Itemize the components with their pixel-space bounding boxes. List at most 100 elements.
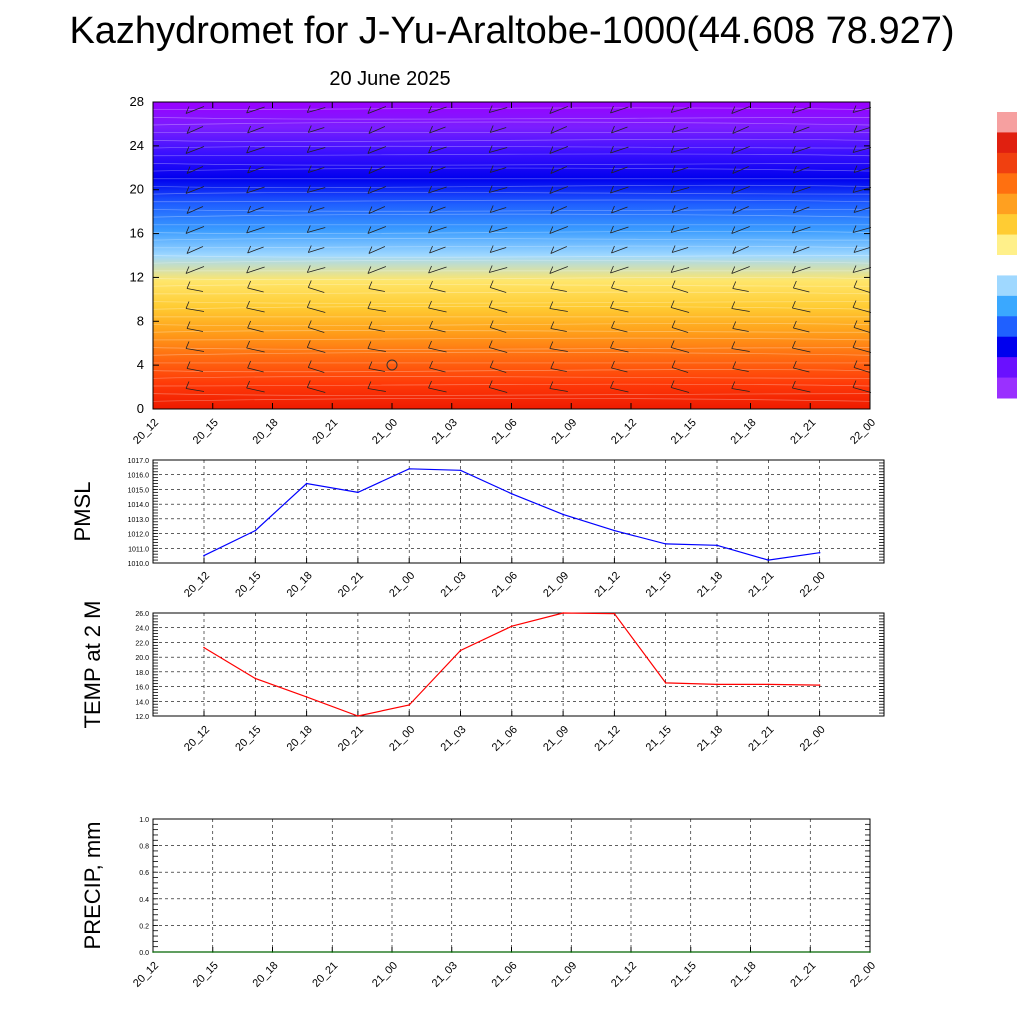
wind-barb	[489, 205, 507, 213]
pmsl-x-tick-label: 20_12	[182, 570, 212, 600]
colorbar-segment	[997, 377, 1017, 399]
wind-barb	[550, 361, 567, 372]
temp-data-point	[818, 684, 821, 686]
temp-data-point	[562, 612, 564, 614]
wind-barb	[550, 246, 567, 254]
wind-barb	[792, 165, 810, 174]
wind-barb	[549, 266, 568, 274]
temp-data-point	[203, 646, 205, 649]
wind-barb	[247, 320, 264, 333]
date-subtitle: 20 June 2025	[329, 68, 451, 90]
wind-barb	[670, 265, 690, 273]
wind-barb	[488, 225, 508, 233]
wind-barb	[428, 185, 447, 194]
pmsl-x-tick-label: 20_18	[285, 570, 315, 600]
precip-data-point	[570, 951, 573, 953]
wind-barb	[853, 320, 871, 333]
pmsl-data-point	[459, 469, 462, 472]
heatmap-x-tick-label: 21_00	[370, 417, 400, 447]
temp-x-tick-label: 20_12	[182, 724, 212, 754]
colorbar-segment	[997, 336, 1017, 358]
contour-line	[152, 209, 871, 212]
wind-barb	[549, 301, 568, 312]
contour-line	[152, 191, 871, 195]
contour-line	[152, 397, 871, 402]
wind-barb	[429, 165, 446, 174]
temp-x-tick-label: 21_09	[541, 724, 571, 754]
wind-barb	[368, 281, 385, 292]
precip-x-tick-label: 22_00	[848, 960, 878, 990]
wind-barb	[610, 145, 629, 154]
wind-barb	[852, 380, 872, 393]
contour-line	[152, 199, 871, 203]
wind-barb	[306, 185, 326, 193]
heatmap-x-tick-label: 20_21	[310, 417, 340, 447]
pmsl-data-point	[767, 559, 770, 561]
wind-barb	[792, 320, 810, 333]
wind-barb	[368, 246, 386, 254]
wind-barb	[186, 166, 204, 174]
wind-barb	[489, 125, 507, 133]
wind-barb	[792, 125, 810, 134]
wind-barb	[550, 126, 567, 134]
wind-barb	[611, 125, 628, 134]
wind-barb	[246, 300, 265, 313]
temp-y-tick-label: 20.0	[135, 655, 149, 662]
pmsl-x-tick-label: 21_12	[592, 570, 622, 600]
wind-barb	[731, 186, 750, 194]
wind-barb	[670, 185, 690, 193]
wind-barb	[306, 340, 326, 353]
wind-barb	[732, 126, 749, 134]
wind-barb	[367, 341, 386, 352]
temp-data-point	[408, 704, 411, 706]
temp-x-tick-label: 21_18	[695, 724, 725, 754]
wind-barb	[852, 340, 872, 353]
wind-barb	[247, 165, 264, 174]
wind-barb	[610, 300, 629, 313]
wind-barb	[549, 106, 568, 114]
precip-y-tick-label: 0.8	[139, 844, 149, 851]
wind-barb	[610, 185, 629, 194]
precip-x-tick-label: 21_00	[370, 960, 400, 990]
wind-barb	[610, 225, 629, 234]
pmsl-y-tick-label: 1016.0	[128, 473, 150, 480]
heatmap-x-tick-label: 21_21	[788, 417, 818, 447]
temp-data-point	[254, 677, 257, 680]
wind-barb	[549, 186, 568, 194]
contour-line	[152, 213, 871, 218]
precip-data-point	[331, 951, 334, 953]
wind-barb	[791, 300, 811, 313]
wind-barb	[488, 185, 508, 193]
heatmap-y-tick-label: 16	[130, 226, 144, 241]
contour-line	[152, 369, 871, 373]
wind-barb	[732, 361, 749, 372]
pmsl-data-point	[562, 513, 564, 516]
pmsl-x-tick-label: 20_21	[336, 570, 366, 600]
wind-barb	[732, 206, 749, 214]
wind-barb	[429, 280, 446, 293]
wind-barb	[611, 205, 628, 214]
wind-barb	[671, 125, 689, 133]
wind-barb	[853, 125, 871, 133]
wind-barb	[489, 245, 507, 253]
wind-barb	[670, 105, 690, 113]
wind-barb	[489, 320, 507, 333]
heatmap-x-tick-label: 21_18	[729, 417, 759, 447]
wind-barb	[549, 341, 568, 352]
wind-barb	[852, 225, 872, 233]
wind-barb	[853, 360, 871, 373]
contour-line	[152, 145, 871, 149]
wind-barb	[732, 166, 749, 174]
wind-barb	[670, 225, 690, 233]
precip-x-tick-label: 20_12	[131, 960, 161, 990]
wind-barb	[550, 281, 567, 292]
pmsl-data-point	[511, 493, 513, 495]
wind-barb	[610, 105, 629, 114]
wind-barb	[731, 146, 750, 154]
wind-barb	[367, 381, 386, 392]
precip-x-tick-label: 21_18	[729, 960, 759, 990]
precip-data-point	[869, 951, 871, 953]
wind-barb	[732, 246, 749, 254]
contour-line	[152, 117, 871, 120]
precip-x-tick-label: 21_03	[430, 960, 460, 990]
